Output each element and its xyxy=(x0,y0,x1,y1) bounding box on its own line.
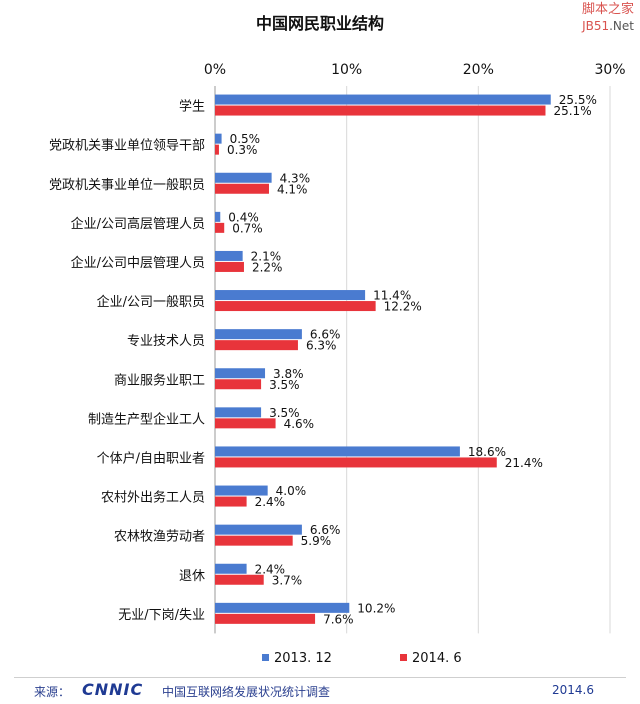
bar xyxy=(215,301,376,312)
bar xyxy=(215,261,244,272)
site-logo-domain-b: .Net xyxy=(609,19,634,33)
bar xyxy=(215,496,247,507)
x-tick-label: 30% xyxy=(594,62,625,78)
category-label: 专业技术人员 xyxy=(127,334,205,349)
data-label: 7.6% xyxy=(323,612,354,626)
cnnic-logo: CNNIC xyxy=(82,680,144,699)
bar xyxy=(215,133,222,144)
data-label: 0.5% xyxy=(230,132,260,146)
data-label: 2.1% xyxy=(251,249,282,263)
site-logo-domain-a: JB51 xyxy=(582,19,610,33)
data-label: 2.4% xyxy=(255,495,286,509)
data-label: 18.6% xyxy=(468,445,506,459)
data-label: 25.1% xyxy=(553,104,591,118)
data-label: 25.5% xyxy=(559,93,597,107)
bar xyxy=(215,613,316,624)
category-label: 企业/公司中层管理人员 xyxy=(71,255,205,271)
bar xyxy=(215,105,546,116)
footer-divider xyxy=(14,677,626,678)
x-tick-label: 10% xyxy=(331,62,362,78)
data-label: 4.3% xyxy=(280,171,311,185)
bar xyxy=(215,144,219,155)
legend-swatch xyxy=(262,654,269,661)
data-label: 6.3% xyxy=(306,339,337,353)
source-label: 来源： xyxy=(34,685,71,699)
report-date: 2014.6 xyxy=(552,683,594,697)
bar xyxy=(215,524,302,535)
bar xyxy=(215,446,460,457)
bar xyxy=(215,485,268,496)
bar xyxy=(215,457,497,468)
site-logo-domain: JB51.Net xyxy=(582,18,634,34)
legend-label: 2014. 6 xyxy=(412,651,462,666)
bar xyxy=(215,250,243,261)
category-label: 农林牧渔劳动者 xyxy=(114,529,205,545)
data-label: 6.6% xyxy=(310,328,341,342)
data-label: 3.7% xyxy=(272,573,303,587)
data-label: 3.5% xyxy=(269,378,300,392)
bar xyxy=(215,602,350,613)
category-label: 无业/下岗/失业 xyxy=(118,608,205,623)
data-label: 2.4% xyxy=(255,562,286,576)
bar xyxy=(215,535,293,546)
bar xyxy=(215,340,298,351)
bar xyxy=(215,211,221,222)
data-label: 0.3% xyxy=(227,143,258,157)
bar xyxy=(215,368,266,379)
data-label: 5.9% xyxy=(301,534,332,548)
site-logo: 脚本之家 JB51.Net xyxy=(582,2,634,34)
bar xyxy=(215,222,225,233)
category-label: 企业/公司高层管理人员 xyxy=(71,216,205,232)
category-label: 党政机关事业单位领导干部 xyxy=(49,139,205,154)
x-tick-label: 20% xyxy=(463,62,494,78)
footer: 来源： CNNIC 中国互联网络发展状况统计调查 2014.6 xyxy=(0,680,640,702)
data-label: 11.4% xyxy=(373,289,411,303)
bar xyxy=(215,329,302,340)
data-label: 3.5% xyxy=(269,406,300,420)
category-label: 企业/公司一般职员 xyxy=(97,294,205,310)
category-label: 学生 xyxy=(179,99,205,115)
site-logo-name: 脚本之家 xyxy=(581,2,634,17)
legend-label: 2013. 12 xyxy=(274,651,332,666)
bar xyxy=(215,290,366,301)
bar xyxy=(215,94,551,105)
data-label: 10.2% xyxy=(357,601,395,615)
category-label: 商业服务业职工 xyxy=(114,372,205,388)
data-label: 4.1% xyxy=(277,182,308,196)
category-label: 个体户/自由职业者 xyxy=(97,450,205,466)
data-label: 2.2% xyxy=(252,260,283,274)
data-label: 0.4% xyxy=(228,210,259,224)
category-label: 退休 xyxy=(179,569,205,584)
bar xyxy=(215,183,269,194)
data-label: 4.6% xyxy=(284,417,315,431)
data-label: 0.7% xyxy=(232,221,263,235)
category-label: 党政机关事业单位一般职员 xyxy=(49,177,205,193)
x-tick-label: 0% xyxy=(204,62,226,78)
bar xyxy=(215,172,272,183)
data-label: 3.8% xyxy=(273,367,304,381)
legend-swatch xyxy=(400,654,407,661)
data-label: 6.6% xyxy=(310,523,341,537)
source-org: 中国互联网络发展状况统计调查 xyxy=(162,685,331,699)
bar xyxy=(215,407,262,418)
category-label: 农村外出务工人员 xyxy=(101,490,205,506)
data-label: 4.0% xyxy=(276,484,307,498)
data-label: 21.4% xyxy=(505,456,543,470)
bar xyxy=(215,574,264,585)
bar xyxy=(215,418,276,429)
bar xyxy=(215,563,247,574)
data-label: 12.2% xyxy=(384,300,422,314)
chart-title: 中国网民职业结构 xyxy=(255,14,384,33)
bar xyxy=(215,379,262,390)
category-label: 制造生产型企业工人 xyxy=(88,411,205,427)
